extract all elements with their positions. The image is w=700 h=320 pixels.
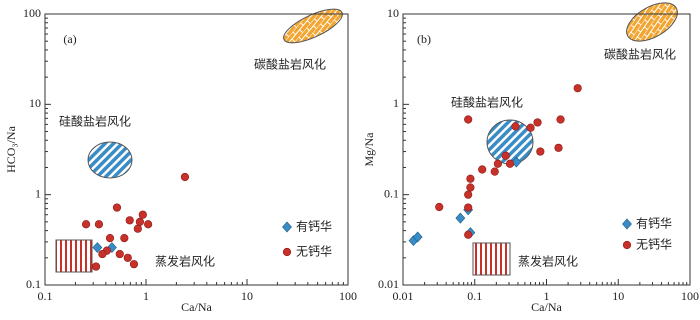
legend-marker xyxy=(282,247,292,257)
silicate-region xyxy=(87,141,133,179)
plot-frame xyxy=(44,13,349,286)
circle-marker xyxy=(138,210,147,219)
circle-marker xyxy=(81,220,91,229)
panel-label: (b) xyxy=(417,32,431,46)
circle-marker xyxy=(511,122,520,131)
legend-label: 有钙华 xyxy=(636,217,672,231)
x-tick-label: 10 xyxy=(241,289,253,303)
y-tick-label: 1 xyxy=(35,186,41,200)
circle-marker xyxy=(112,203,122,212)
x-tick-label: 100 xyxy=(681,289,699,303)
circle-marker xyxy=(556,115,565,124)
legend-marker xyxy=(622,218,632,230)
y-axis-label: Mg/Na xyxy=(362,132,376,167)
circle-marker xyxy=(505,159,515,168)
y-tick-label: 10 xyxy=(29,96,41,110)
circle-marker xyxy=(133,224,142,233)
circle-marker xyxy=(123,253,132,262)
circle-marker xyxy=(573,84,582,93)
circle-marker xyxy=(115,249,124,259)
evaporite-region xyxy=(55,239,93,273)
y-tick-label: 0.01 xyxy=(378,277,399,291)
x-tick-label: 1 xyxy=(143,289,149,303)
circle-marker xyxy=(120,234,129,243)
annotation: 硅酸盐岩风化 xyxy=(59,114,131,129)
diamond-marker xyxy=(511,156,522,168)
circle-marker xyxy=(180,172,190,182)
circle-marker xyxy=(435,202,444,212)
legend-label: 无钙华 xyxy=(296,245,332,259)
silicate-region xyxy=(486,119,534,165)
panel-label: (a) xyxy=(63,32,76,46)
diamond-marker xyxy=(455,212,466,224)
circle-marker xyxy=(129,260,139,269)
circle-marker xyxy=(533,118,542,127)
y-tick-label: 10 xyxy=(387,6,399,20)
circle-marker xyxy=(91,262,101,271)
diamond-marker xyxy=(412,231,423,243)
circle-marker xyxy=(464,190,473,199)
circle-marker xyxy=(466,174,475,183)
x-tick-label: 0.1 xyxy=(467,289,482,303)
circle-marker xyxy=(493,159,502,168)
evaporite-region xyxy=(472,242,511,276)
y-tick-label: 0.1 xyxy=(26,277,41,291)
carbonate-region xyxy=(283,8,343,44)
x-axis-label: Ca/Na xyxy=(531,300,562,314)
y-tick-label: 100 xyxy=(23,6,41,20)
annotation: 蒸发岩风化 xyxy=(155,254,215,269)
annotation: 硅酸盐岩风化 xyxy=(451,95,523,110)
circle-marker xyxy=(135,217,144,226)
x-tick-label: 100 xyxy=(339,289,357,303)
circle-marker xyxy=(125,216,134,225)
circle-marker xyxy=(536,147,545,156)
legend-marker xyxy=(282,221,292,233)
y-tick-label: 1 xyxy=(393,96,399,110)
legend-label: 有钙华 xyxy=(296,220,332,234)
circle-marker xyxy=(464,203,473,212)
x-tick-label: 0.01 xyxy=(393,289,414,303)
legend-marker xyxy=(622,240,632,250)
circle-marker xyxy=(464,115,473,124)
carbonate-region xyxy=(626,2,678,42)
circle-marker xyxy=(554,143,563,152)
circle-marker xyxy=(105,234,115,243)
x-tick-label: 1 xyxy=(544,289,550,303)
diamond-marker xyxy=(92,242,103,253)
circle-marker xyxy=(466,183,475,192)
x-axis-label: Ca/Na xyxy=(181,300,212,314)
circle-marker xyxy=(490,167,499,176)
circle-marker xyxy=(94,220,104,229)
circle-marker xyxy=(478,165,487,174)
y-tick-label: 0.1 xyxy=(384,186,399,200)
circle-marker xyxy=(98,249,107,259)
annotation: 蒸发岩风化 xyxy=(518,254,578,269)
x-tick-label: 10 xyxy=(612,289,624,303)
y-axis-label: HCO₃/Na xyxy=(4,125,18,173)
circle-marker xyxy=(501,151,510,160)
circle-marker xyxy=(526,123,535,132)
circle-marker xyxy=(464,230,473,239)
circle-marker xyxy=(144,220,153,229)
annotation: 碳酸盐岩风化 xyxy=(604,47,676,62)
x-tick-label: 0.1 xyxy=(38,289,53,303)
annotation: 碳酸盐岩风化 xyxy=(254,57,326,72)
legend-label: 无钙华 xyxy=(636,238,672,252)
